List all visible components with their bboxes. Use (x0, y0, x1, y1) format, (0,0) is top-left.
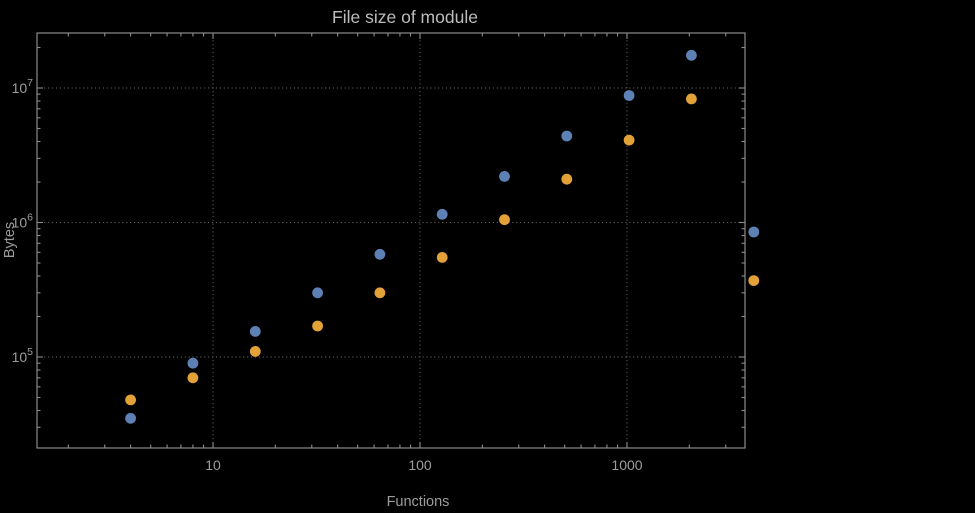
x-tick-label: 1000 (611, 457, 642, 473)
data-point (623, 134, 635, 146)
plot-frame (36, 32, 746, 449)
data-point (187, 372, 199, 384)
data-point (748, 226, 760, 238)
data-point (686, 49, 697, 61)
data-point (436, 208, 448, 220)
y-tick-labels: 105 106 107 (12, 77, 34, 365)
data-point (561, 130, 573, 142)
chart-title: File size of module (332, 7, 478, 27)
data-point (312, 287, 323, 299)
data-point (125, 412, 136, 424)
y-tick-label: 106 (12, 212, 34, 231)
data-point (374, 248, 386, 260)
data-point (499, 214, 510, 226)
x-tick-label: 10 (205, 457, 221, 473)
x-axis-label: Functions (387, 494, 450, 510)
data-point (436, 252, 448, 263)
x-tick-labels: 10 100 1000 (205, 457, 643, 473)
gridlines (36, 32, 746, 449)
data-point (312, 320, 323, 332)
y-tick-label: 105 (12, 346, 34, 365)
data-point (249, 326, 261, 337)
data-point (623, 90, 635, 101)
data-point (187, 357, 199, 369)
axis-ticks (37, 33, 745, 448)
data-point (561, 173, 573, 185)
data-point (125, 394, 136, 406)
data-point (374, 287, 386, 299)
data-point (686, 93, 697, 105)
x-tick-label: 100 (408, 457, 432, 473)
series-1-points (125, 49, 760, 424)
y-axis-label: Bytes (2, 222, 18, 258)
y-tick-label: 107 (12, 77, 34, 96)
data-point (499, 171, 510, 182)
data-point (249, 346, 261, 357)
series-2-points (125, 93, 760, 406)
data-point (748, 275, 760, 286)
